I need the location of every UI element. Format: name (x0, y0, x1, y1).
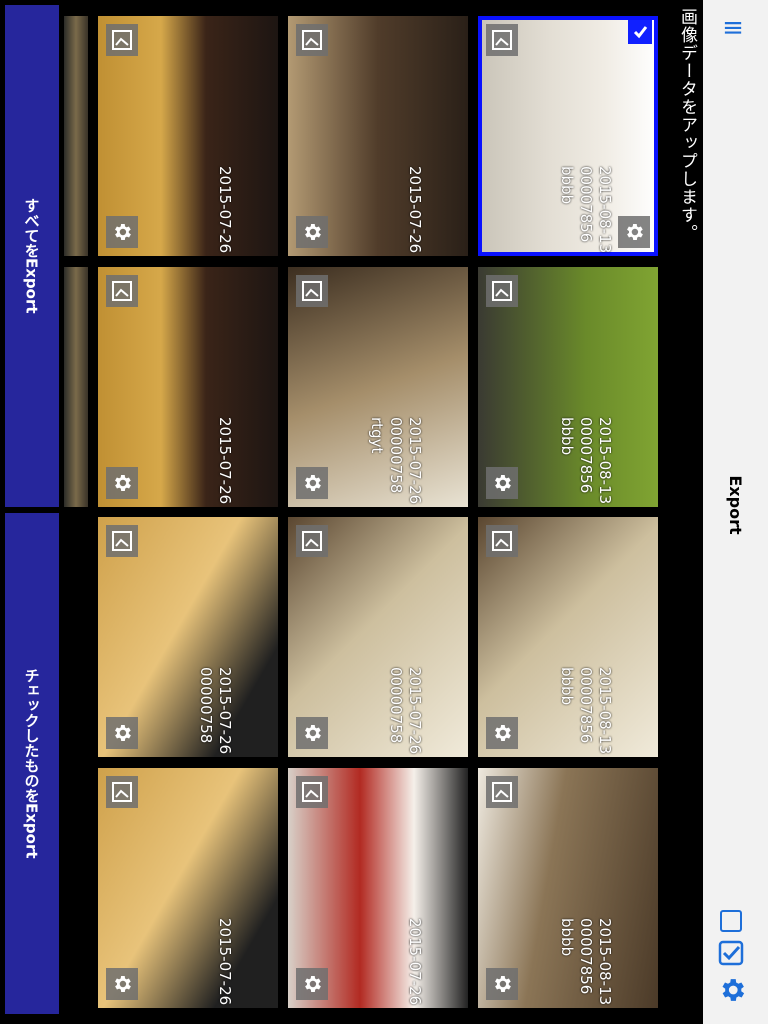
image-icon (296, 275, 328, 307)
tile-settings-icon[interactable] (106, 216, 138, 248)
photo-thumbnail[interactable]: 2015-07-26 (98, 267, 278, 507)
image-icon (106, 776, 138, 808)
image-icon (486, 275, 518, 307)
page-title: Export (726, 475, 745, 535)
tile-caption: 2015-07-26 (216, 166, 234, 254)
checkbox-icon[interactable] (720, 910, 742, 932)
checkmark-icon[interactable] (718, 940, 744, 966)
photo-thumbnail[interactable]: 2015-07-26 (98, 768, 278, 1008)
tile-caption: 2015-07-26 00000758 (387, 667, 424, 755)
image-icon (296, 525, 328, 557)
tile-settings-icon[interactable] (106, 467, 138, 499)
selected-check-badge (628, 20, 652, 44)
image-icon (106, 275, 138, 307)
tile-caption: 2015-08-13 00007856 bbbb (558, 166, 614, 254)
tile-caption: 2015-07-26 (216, 417, 234, 505)
photo-thumbnail[interactable]: 2015-07-26 (288, 768, 468, 1008)
photo-thumbnail-partial[interactable] (64, 16, 88, 256)
tile-settings-icon[interactable] (296, 968, 328, 1000)
tile-caption: 2015-07-26 00000758 (197, 667, 234, 755)
image-icon (296, 776, 328, 808)
photo-thumbnail[interactable]: 2015-08-13 00007856 bbbb (478, 16, 658, 256)
tile-settings-icon[interactable] (486, 968, 518, 1000)
export-checked-button[interactable]: チェックしたものをExport (5, 513, 59, 1014)
photo-thumbnail[interactable]: 2015-07-26 00000758 (288, 517, 468, 757)
photo-thumbnail[interactable]: 2015-08-13 00007856 bbbb (478, 517, 658, 757)
image-icon (106, 525, 138, 557)
tile-settings-icon[interactable] (486, 717, 518, 749)
image-icon (486, 776, 518, 808)
instruction-text: 画像データをアップします。 (677, 8, 697, 242)
tile-caption: 2015-08-13 00007856 bbbb (558, 417, 614, 505)
tile-settings-icon[interactable] (296, 717, 328, 749)
menu-icon[interactable]: ≡ (722, 13, 744, 43)
tile-settings-icon[interactable] (618, 216, 650, 248)
gear-icon[interactable] (717, 975, 747, 1005)
photo-thumbnail[interactable]: 2015-08-13 00007856 bbbb (478, 267, 658, 507)
navigation-bar: ≡ Export (703, 0, 768, 1024)
photo-thumbnail[interactable]: 2015-08-13 00007856 bbbb (478, 768, 658, 1008)
photo-thumbnail[interactable]: 2015-07-26 00000758 rtgyt (288, 267, 468, 507)
image-icon (106, 24, 138, 56)
tile-caption: 2015-07-26 (406, 918, 424, 1006)
export-all-button[interactable]: すべてをExport (5, 5, 59, 507)
tile-settings-icon[interactable] (106, 717, 138, 749)
tile-caption: 2015-08-13 00007856 bbbb (558, 667, 614, 755)
tile-settings-icon[interactable] (296, 216, 328, 248)
image-icon (486, 24, 518, 56)
photo-thumbnail[interactable]: 2015-07-26 (288, 16, 468, 256)
tile-settings-icon[interactable] (486, 467, 518, 499)
tile-caption: 2015-07-26 (216, 918, 234, 1006)
tile-settings-icon[interactable] (106, 968, 138, 1000)
tile-caption: 2015-08-13 00007856 bbbb (558, 918, 614, 1006)
export-all-label: すべてをExport (22, 198, 41, 314)
photo-thumbnail[interactable]: 2015-07-26 (98, 16, 278, 256)
export-checked-label: チェックしたものをExport (22, 668, 41, 859)
tile-caption: 2015-07-26 00000758 rtgyt (368, 417, 424, 505)
photo-thumbnail-partial[interactable] (64, 267, 88, 507)
tile-caption: 2015-07-26 (406, 166, 424, 254)
image-icon (486, 525, 518, 557)
image-icon (296, 24, 328, 56)
photo-thumbnail[interactable]: 2015-07-26 00000758 (98, 517, 278, 757)
tile-settings-icon[interactable] (296, 467, 328, 499)
